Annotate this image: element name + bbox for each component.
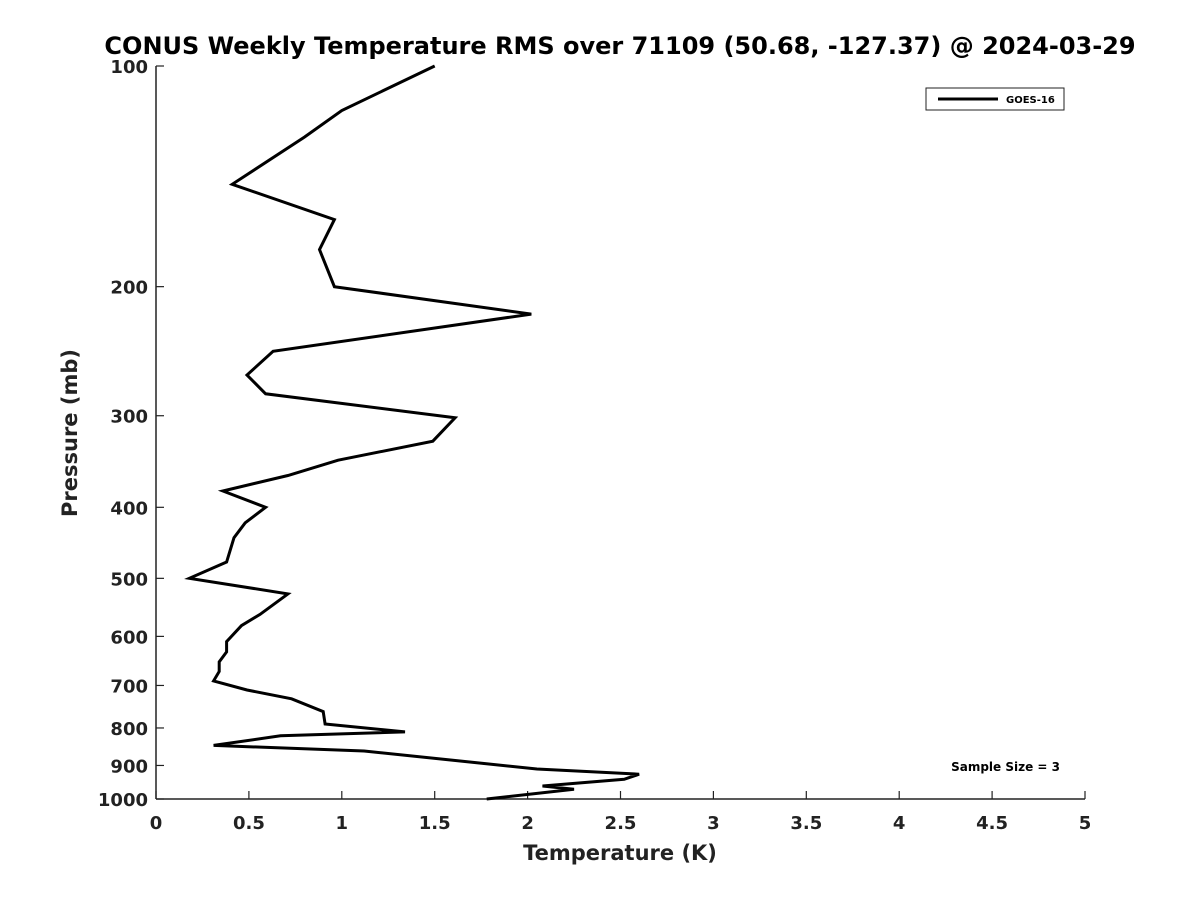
x-tick-label: 2.5 (605, 813, 637, 834)
x-tick-label: 2 (521, 813, 534, 834)
x-tick-label: 1 (336, 813, 349, 834)
x-tick-label: 1.5 (419, 813, 451, 834)
series-line-0 (184, 64, 640, 801)
x-tick-label: 3 (707, 813, 720, 834)
y-tick-label: 500 (110, 569, 148, 590)
y-tick-label: 400 (110, 498, 148, 519)
x-tick-label: 5 (1079, 813, 1092, 834)
x-ticks: 0 0.5 1 1.5 2 2.5 3 3.5 4 4.5 5 (150, 791, 1092, 834)
x-axis-label: Temperature (K) (523, 841, 717, 865)
y-tick-label: 700 (110, 676, 148, 697)
y-tick-label: 100 (110, 57, 148, 78)
x-tick-label: 0 (150, 813, 163, 834)
y-tick-label: 600 (110, 627, 148, 648)
chart-title: CONUS Weekly Temperature RMS over 71109 … (104, 32, 1135, 60)
series-group (184, 64, 640, 801)
y-tick-label: 900 (110, 756, 148, 777)
y-tick-label: 300 (110, 407, 148, 428)
x-tick-label: 4 (893, 813, 906, 834)
x-tick-label: 4.5 (976, 813, 1008, 834)
legend: GOES-16 (925, 87, 1065, 111)
y-axis-label: Pressure (mb) (58, 349, 82, 517)
legend-entry-label: GOES-16 (1006, 95, 1055, 106)
y-tick-label: 200 (110, 278, 148, 299)
y-ticks: 100 200 300 400 500 600 700 800 900 1000 (98, 57, 164, 811)
x-tick-label: 0.5 (233, 813, 265, 834)
y-tick-label: 1000 (98, 790, 148, 811)
y-tick-label: 800 (110, 719, 148, 740)
sample-size-annotation: Sample Size = 3 (951, 760, 1060, 774)
x-tick-label: 3.5 (790, 813, 822, 834)
axes (155, 66, 1085, 800)
